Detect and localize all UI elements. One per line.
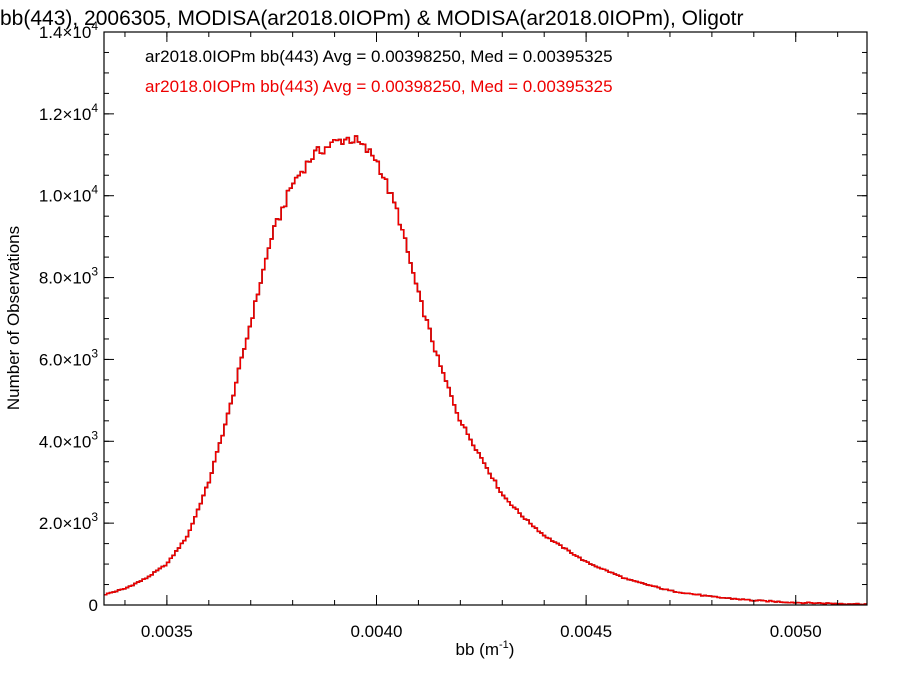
series-black-line xyxy=(104,135,867,606)
x-tick-label: 0.0040 xyxy=(351,622,403,641)
y-tick-label: 0 xyxy=(89,596,98,615)
x-tick-label: 0.0050 xyxy=(770,622,822,641)
y-tick-label: 1.4×104 xyxy=(39,19,98,42)
y-tick-label: 8.0×103 xyxy=(39,265,98,288)
y-tick-label: 4.0×103 xyxy=(39,428,98,451)
y-tick-label: 1.0×104 xyxy=(39,183,98,206)
y-tick-label: 6.0×103 xyxy=(39,346,98,369)
series-layer xyxy=(104,135,867,606)
x-tick-label: 0.0045 xyxy=(560,622,612,641)
y-tick-label: 1.2×104 xyxy=(39,101,98,124)
chart-title: bb(443), 2006305, MODISA(ar2018.0IOPm) &… xyxy=(0,7,743,30)
x-axis-label: bb (m-1) xyxy=(456,639,515,659)
y-axis-label: Number of Observations xyxy=(4,226,23,410)
series-red-line xyxy=(104,135,867,606)
legend-entry-black: ar2018.0IOPm bb(443) Avg = 0.00398250, M… xyxy=(145,47,613,66)
plot-frame xyxy=(103,31,868,606)
y-tick-label: 2.0×103 xyxy=(39,510,98,533)
legend-entry-red: ar2018.0IOPm bb(443) Avg = 0.00398250, M… xyxy=(145,77,613,96)
x-tick-label: 0.0035 xyxy=(141,622,193,641)
ticks-layer: 0.0035 0.0040 0.0045 0.0050 0 2.0×103 4.0×103 6… xyxy=(39,19,867,641)
